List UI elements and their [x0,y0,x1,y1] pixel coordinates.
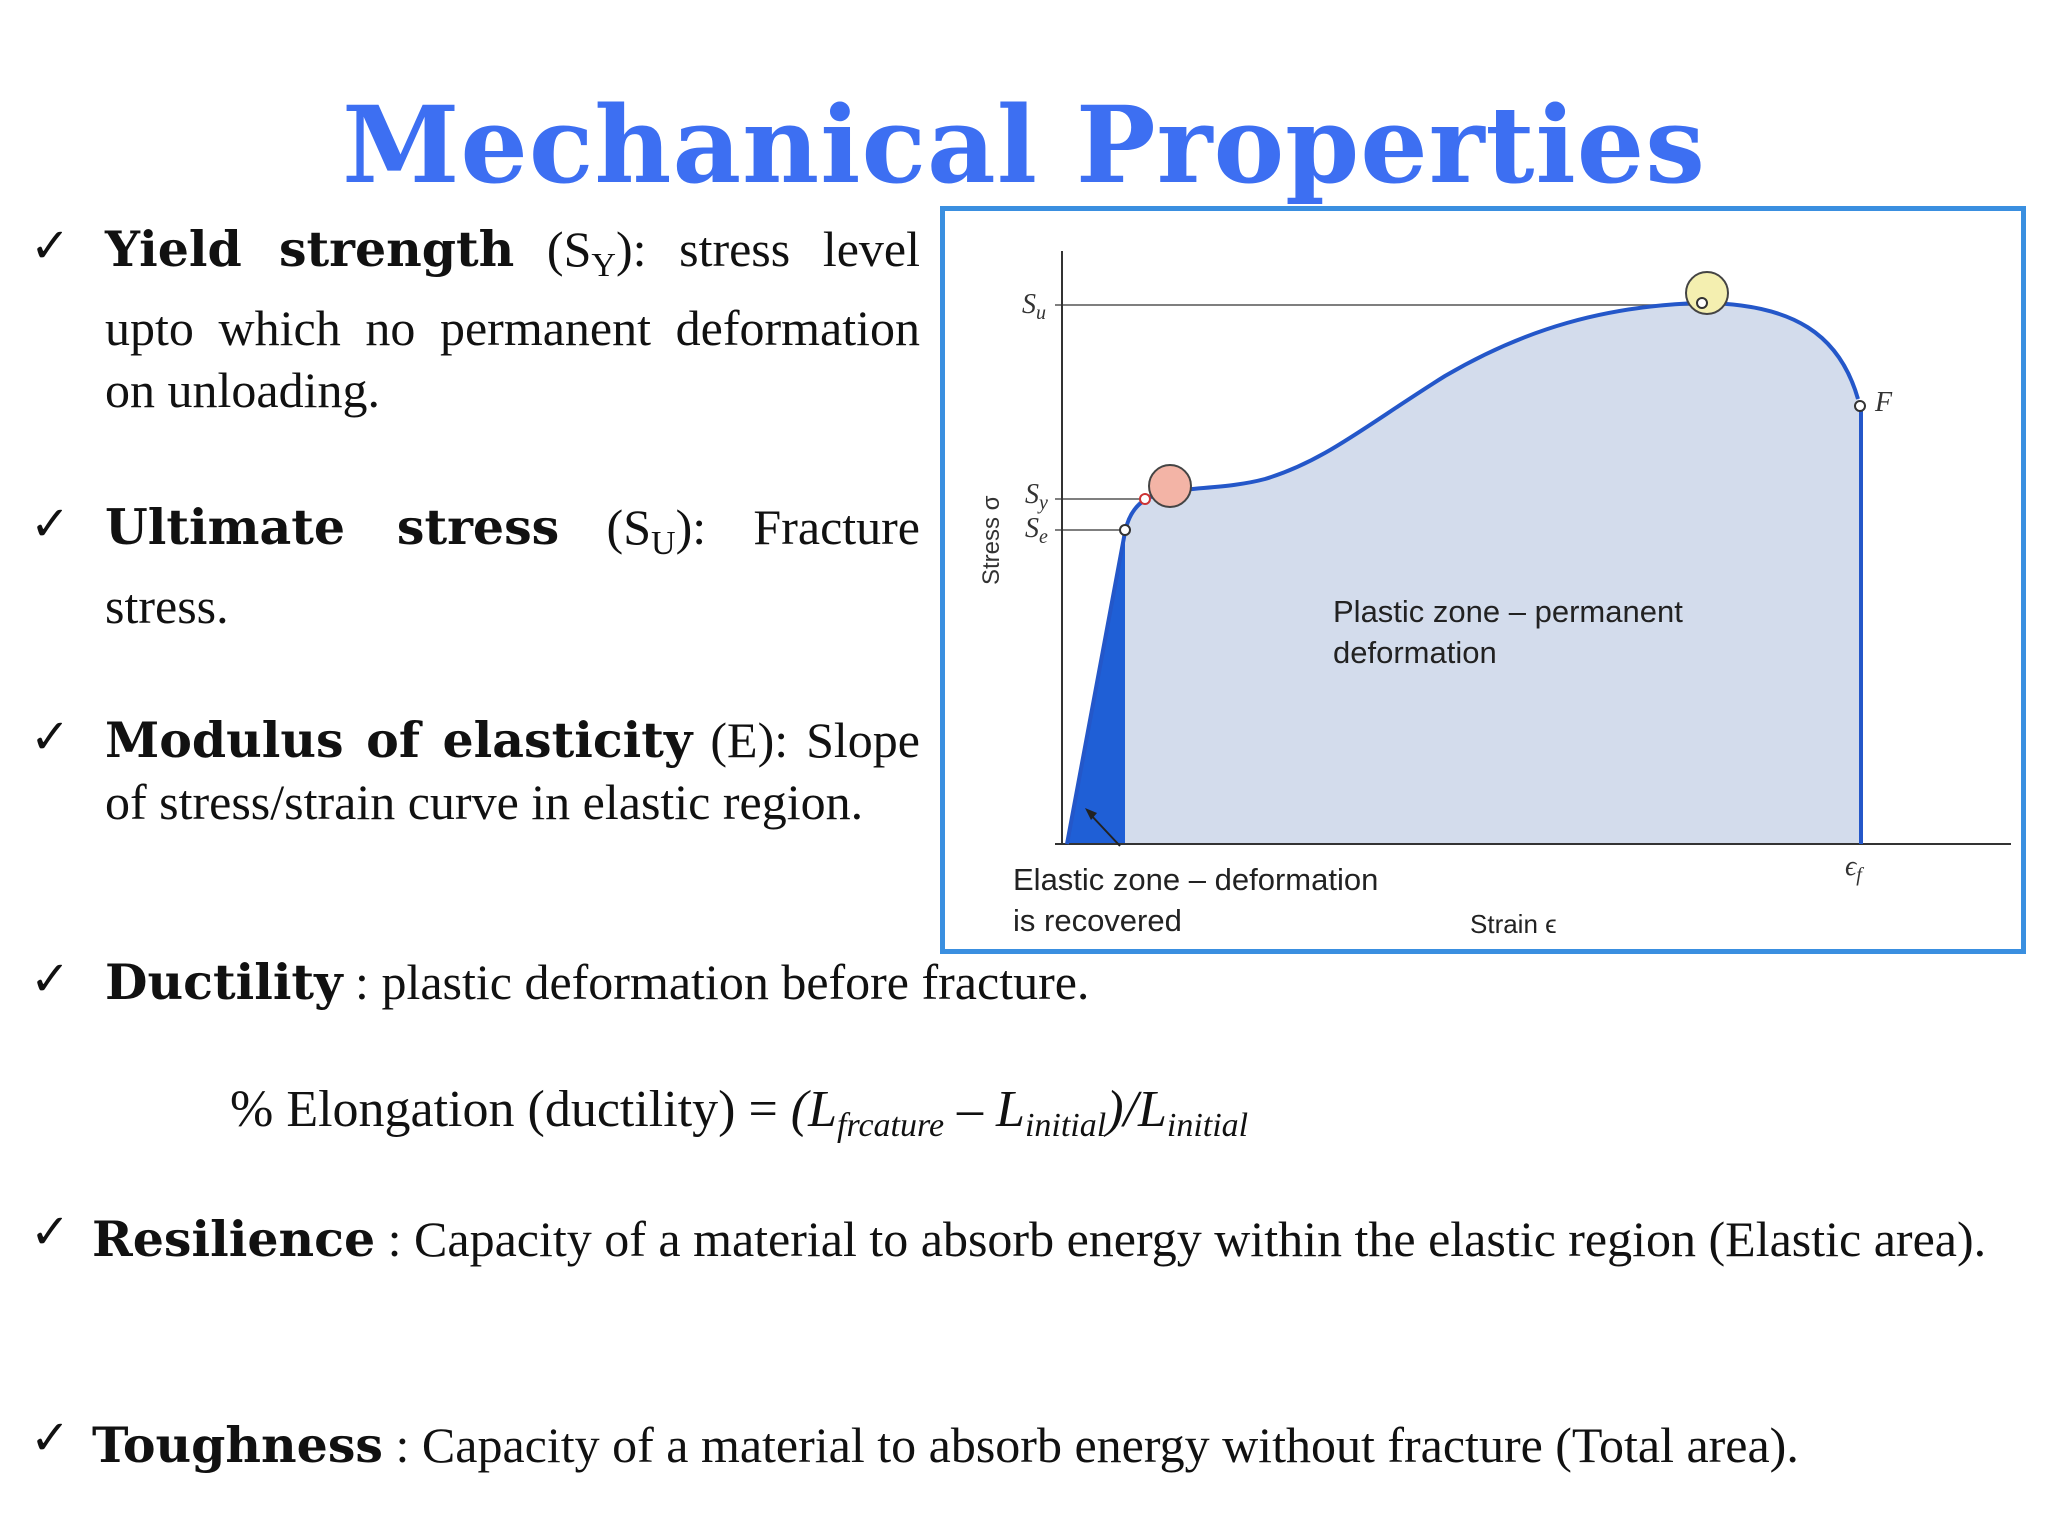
plastic-zone-line-1: Plastic zone – permanent [1333,594,1683,629]
checkmark-icon: ✓ [30,1410,71,1466]
formula-sub-initial-1: initial [1024,1107,1107,1144]
fracture-strain-label: ϵf [1845,851,1862,886]
elongation-formula: % Elongation (ductility) = (Lfrcature – … [230,1080,1248,1145]
formula-sub-fracture: frcature [837,1107,945,1144]
bullet-ultimate-stress: Ultimate stress (SU): Fracture stress. [105,496,920,637]
su-label: Su [1022,289,1046,324]
yield-point-marker [1148,464,1192,508]
elastic-zone-arrowhead [1085,808,1097,820]
y-axis-label: Stress σ [978,495,1005,586]
stress-strain-figure: Su Sy Se F ϵf Plastic zone – permanent d… [940,206,2026,954]
checkmark-icon: ✓ [30,496,71,552]
formula-prefix: % Elongation (ductility) = [230,1081,791,1138]
resilience-definition: : Capacity of a material to absorb energ… [375,1211,1987,1267]
ultimate-symbol: (S [559,499,652,555]
ultimate-definition: ): Fracture stress. [105,499,920,634]
elastic-zone-line-1: Elastic zone – deformation [1013,862,1379,897]
fracture-point [1854,400,1866,412]
bullet-ductility: Ductility : plastic deformation before f… [105,951,1405,1013]
plastic-zone-area [1067,303,1862,844]
elastic-zone-label: Elastic zone – deformation is recovered [1013,859,1378,941]
term-ultimate-stress: Ultimate stress [105,498,560,556]
checkmark-icon: ✓ [30,1204,71,1260]
yield-symbol-sub: Y [591,247,616,284]
bullet-modulus-of-elasticity: Modulus of elasticity (E): Slope of stre… [105,709,920,833]
checkmark-icon: ✓ [30,218,71,274]
ductility-definition: : plastic deformation before fracture. [342,954,1090,1010]
bullet-toughness: Toughness : Capacity of a material to ab… [92,1410,1992,1480]
bullet-yield-strength: Yield strength (SY): stress level upto w… [105,218,920,421]
stress-strain-diagram [1055,251,2011,847]
fracture-label: F [1875,387,1893,418]
elastic-zone-arrow [1089,813,1121,847]
bullet-resilience: Resilience : Capacity of a material to a… [92,1204,1992,1274]
formula-divide: )/L [1106,1081,1167,1138]
su-point [1696,297,1708,309]
sy-point [1139,493,1151,505]
plastic-zone-line-2: deformation [1333,635,1497,670]
se-point [1119,524,1131,536]
yield-symbol: (S [514,221,592,277]
sy-label: Sy [1025,479,1048,514]
se-label: Se [1025,513,1048,548]
checkmark-icon: ✓ [30,709,71,765]
term-toughness: Toughness [92,1416,384,1474]
plastic-zone-label: Plastic zone – permanent deformation [1333,591,1683,673]
term-resilience: Resilience [92,1210,376,1268]
formula-open: (L [790,1081,838,1138]
formula-sub-initial-2: initial [1166,1107,1249,1144]
modulus-definition: (E): Slope of stress/strain curve in ela… [105,712,920,830]
term-ductility: Ductility [105,953,343,1011]
toughness-definition: : Capacity of a material to absorb energ… [383,1417,1799,1473]
x-axis-label: Strain ϵ [1470,909,1557,939]
ultimate-point-marker [1685,271,1729,315]
page-title: Mechanical Properties [342,82,1706,207]
checkmark-icon: ✓ [30,951,71,1007]
elastic-zone-line-2: is recovered [1013,903,1182,938]
term-yield-strength: Yield strength [105,220,515,278]
yield-definition: ): stress level upto which no permanent … [105,221,920,418]
term-modulus-of-elasticity: Modulus of elasticity [105,711,693,769]
ultimate-symbol-sub: U [651,525,676,562]
formula-minus: – L [944,1081,1025,1138]
